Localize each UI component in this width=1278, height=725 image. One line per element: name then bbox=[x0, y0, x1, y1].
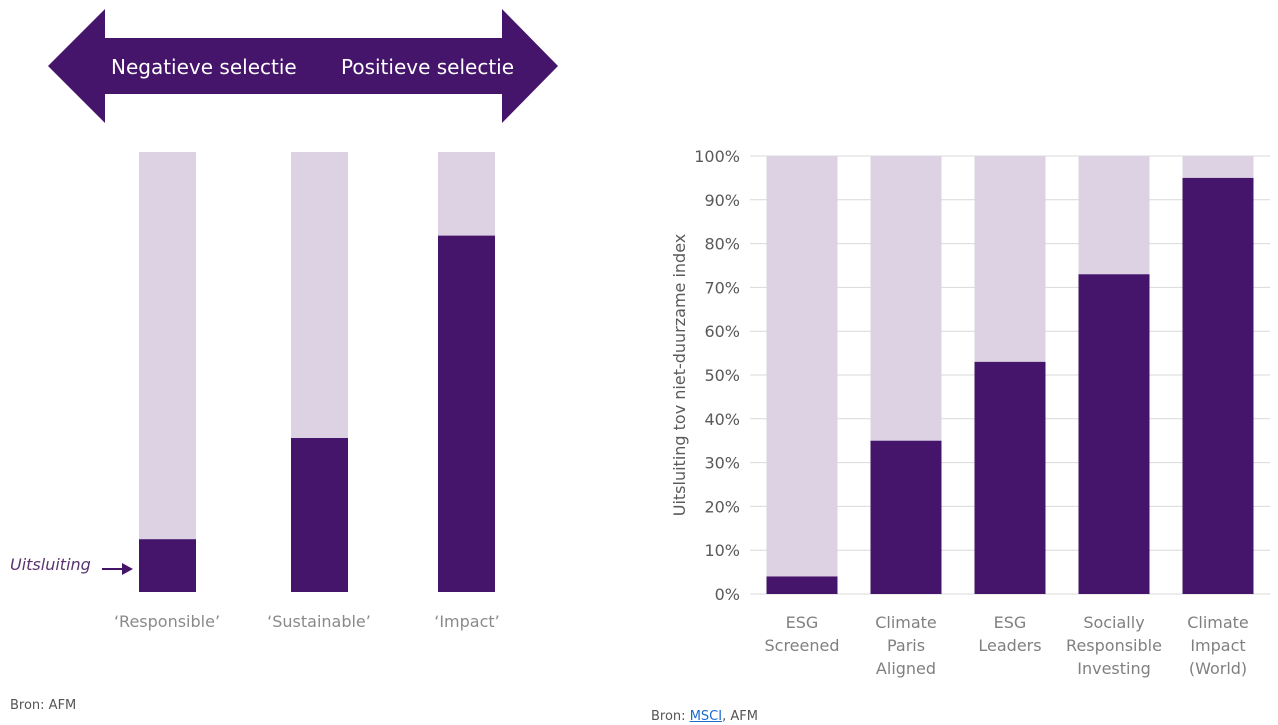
y-tick-label-10: 100% bbox=[694, 147, 740, 166]
right-category-label-3-line-2: Investing bbox=[1077, 659, 1151, 678]
y-tick-label-5: 50% bbox=[704, 366, 740, 385]
right-bar-remaining-4 bbox=[1182, 156, 1254, 178]
left-category-label-2: ‘Impact’ bbox=[434, 612, 500, 631]
y-tick-label-0: 0% bbox=[715, 585, 740, 604]
right-category-label-2-line-1: Leaders bbox=[978, 636, 1041, 655]
right-figure: 0% 10% 20% 30% 40% 50% 60% 70% 80% 90% 100% Uitslui… bbox=[600, 0, 1278, 725]
right-bar-remaining-3 bbox=[1078, 156, 1150, 275]
right-category-label-0-line-1: Screened bbox=[764, 636, 839, 655]
y-tick-label-4: 40% bbox=[704, 410, 740, 429]
y-tick-label-7: 70% bbox=[704, 278, 740, 297]
uitsluiting-annotation: Uitsluiting bbox=[10, 555, 91, 574]
y-tick-label-2: 20% bbox=[704, 497, 740, 516]
left-category-label-1: ‘Sustainable’ bbox=[267, 612, 371, 631]
right-bar-exclusion-2 bbox=[974, 361, 1046, 594]
right-category-label-0-line-0: ESG bbox=[786, 613, 819, 632]
left-bar-exclusion-2 bbox=[438, 235, 495, 592]
right-source: Bron: MSCI, AFM bbox=[651, 709, 758, 724]
right-source-suffix: , AFM bbox=[722, 709, 758, 724]
right-bar-exclusion-4 bbox=[1182, 177, 1254, 594]
right-category-label-3-line-1: Responsible bbox=[1066, 636, 1162, 655]
left-source: Bron: AFM bbox=[10, 698, 77, 713]
selection-arrow bbox=[48, 9, 558, 123]
right-category-label-1-line-2: Aligned bbox=[876, 659, 936, 678]
arrow-label-positive: Positieve selectie bbox=[341, 55, 515, 79]
y-tick-label-1: 10% bbox=[704, 541, 740, 560]
uitsluiting-arrow-icon bbox=[102, 563, 133, 575]
y-axis-label: Uitsluiting tov niet-duurzame index bbox=[670, 234, 689, 517]
right-category-label-1-line-1: Paris bbox=[887, 636, 925, 655]
right-bar-exclusion-3 bbox=[1078, 274, 1150, 594]
right-bar-exclusion-0 bbox=[766, 576, 838, 594]
right-source-prefix: Bron: bbox=[651, 709, 690, 724]
left-bar-remaining-1 bbox=[291, 152, 348, 438]
left-bar-chart bbox=[139, 152, 495, 592]
right-bar-remaining-2 bbox=[974, 156, 1046, 362]
right-bar-remaining-1 bbox=[870, 156, 942, 441]
right-category-label-1-line-0: Climate bbox=[875, 613, 937, 632]
right-bar-chart: 0% 10% 20% 30% 40% 50% 60% 70% 80% 90% 100% Uitslui… bbox=[670, 147, 1270, 678]
left-bar-exclusion-0 bbox=[139, 539, 196, 592]
left-bar-remaining-2 bbox=[438, 152, 495, 236]
right-category-label-3-line-0: Socially bbox=[1083, 613, 1144, 632]
y-tick-label-9: 90% bbox=[704, 191, 740, 210]
right-category-label-4-line-1: Impact bbox=[1190, 636, 1245, 655]
y-tick-label-3: 30% bbox=[704, 454, 740, 473]
left-category-label-0: ‘Responsible’ bbox=[113, 612, 221, 631]
right-bar-exclusion-1 bbox=[870, 440, 942, 594]
left-bar-exclusion-1 bbox=[291, 438, 348, 592]
right-category-label-4-line-0: Climate bbox=[1187, 613, 1249, 632]
right-category-label-4-line-2: (World) bbox=[1189, 659, 1247, 678]
right-category-label-2-line-0: ESG bbox=[994, 613, 1027, 632]
y-tick-label-8: 80% bbox=[704, 235, 740, 254]
left-figure: Negatieve selectie Positieve selectie ‘R… bbox=[0, 0, 600, 725]
right-bar-remaining-0 bbox=[766, 156, 838, 577]
left-bar-remaining-0 bbox=[139, 152, 196, 540]
selection-arrow-shape bbox=[48, 9, 558, 123]
msci-link[interactable]: MSCI bbox=[689, 709, 723, 724]
y-tick-label-6: 60% bbox=[704, 322, 740, 341]
arrow-label-negative: Negatieve selectie bbox=[111, 55, 297, 79]
